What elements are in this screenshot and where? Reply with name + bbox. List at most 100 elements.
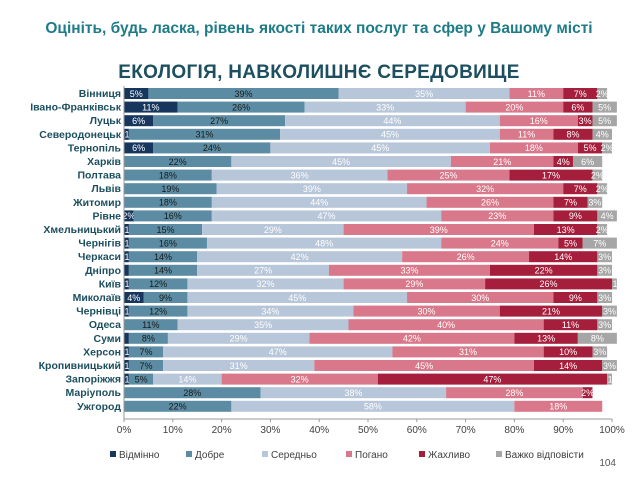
bar-segment [563,88,598,99]
bar-segment [206,237,442,249]
bar-segment [285,115,500,127]
data-label: 3% [598,320,611,330]
bar-segment [499,128,554,140]
data-label: 6% [132,116,145,126]
data-label: 47% [269,347,287,357]
bar-segment [577,332,617,344]
data-label: 5% [584,143,597,153]
category-label: Херсон [83,346,121,358]
bar-segment [124,142,154,154]
bar-segment [124,387,261,399]
category-label: Київ [99,278,122,290]
data-label: 18% [549,402,567,412]
bar-segment [597,210,617,222]
category-label: Миколаїв [73,292,122,304]
bar-segment [597,319,612,331]
bar-segment [490,264,598,276]
bar-segment [314,360,534,371]
data-label: 30% [418,306,436,316]
bar-segment [167,332,310,344]
bar-segment [553,156,573,167]
x-tick-label: 70% [456,425,476,436]
data-label: 10% [559,347,577,357]
bar-segment [177,101,305,113]
bar-segment [450,156,554,167]
bar-segment [260,387,447,399]
bar-segment [543,319,598,331]
data-label: 45% [371,143,389,153]
data-label: 1% [612,279,625,289]
bar-segment [377,373,608,385]
category-label: Северодонецьк [39,129,121,141]
bar-segment [592,169,603,181]
data-label: 2% [596,184,609,194]
category-label: Луцьк [90,115,122,127]
bar-segment [392,346,544,358]
bar-segment [221,373,378,385]
bar-segment [124,305,129,317]
data-label: 28% [183,388,201,398]
bar-segment [499,305,603,317]
data-label: 2% [596,225,609,235]
data-label: 5% [135,374,148,384]
page-title: Оцініть, будь ласка, рівень якості таких… [45,20,593,37]
bar-segment [514,332,578,344]
bar-segment [602,305,617,317]
data-label: 11% [518,130,535,140]
data-label: 4% [557,157,570,167]
bar-segment [124,278,129,290]
data-label: 48% [315,238,333,248]
data-label: 42% [291,252,309,262]
bar-segment [128,360,164,371]
bar-segment [124,183,217,195]
bar-segment [577,142,603,154]
data-label: 18% [159,170,177,180]
data-label: 7% [593,238,606,248]
bar-segment [211,196,427,208]
data-label: 29% [264,225,282,235]
x-axis: 0% 10% 20% 30% 40% 50% 60% 70% 80% 90% 100% [117,86,625,436]
data-label: 22% [535,266,553,276]
data-label: 2% [601,143,614,153]
category-label: Івано-Франківськ [30,102,122,114]
category-label: Вінниця [79,88,121,100]
data-label: 39% [430,225,448,235]
data-label: 3% [593,347,606,357]
bar-segment [163,360,315,371]
bar-segment [348,319,544,331]
bar-segment [597,264,612,276]
data-label: 29% [230,334,248,344]
data-label: 3% [579,116,592,126]
x-tick-label: 0% [117,425,132,436]
data-label: 18% [159,198,177,208]
data-label: 2% [596,89,609,99]
data-label: 31% [196,130,214,140]
data-label: 18% [525,143,543,153]
bar-segment [124,360,129,371]
data-label: 24% [203,143,221,153]
data-label: 58% [364,402,382,412]
bar-segment [124,88,149,99]
data-label: 6% [132,143,145,153]
bar-segment [587,196,603,208]
bar-segment [602,360,617,371]
bar-segment [216,183,408,195]
category-label: Суми [93,333,121,345]
data-label: 31% [459,347,477,357]
data-label: 8% [591,334,604,344]
data-label: 16% [159,238,177,248]
data-label: 21% [493,157,511,167]
bar-segment [338,88,510,99]
bar-segment [124,210,134,222]
legend-label: Важко відповісти [505,450,584,461]
bar-segment [577,115,593,127]
data-label: 9% [569,293,582,303]
legend-label: Середньо [271,450,317,461]
bar-segment [592,128,612,140]
bar-segment [597,251,612,263]
bar-segment [128,251,198,263]
bar-segment [402,251,530,263]
data-label: 16% [164,211,182,221]
bar-segment [177,319,349,331]
category-label: Житомир [72,197,121,209]
